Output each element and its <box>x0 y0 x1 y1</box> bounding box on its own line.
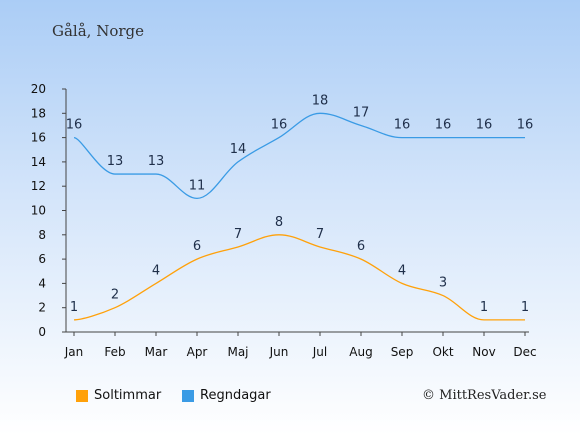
x-tick-label: Sep <box>391 345 414 359</box>
data-label-soltimmar: 4 <box>152 263 160 278</box>
x-tick-label: Okt <box>432 345 453 359</box>
data-label-soltimmar: 7 <box>316 227 324 242</box>
y-tick-label: 20 <box>31 82 46 96</box>
y-tick-label: 18 <box>31 106 46 120</box>
data-label-regndagar: 16 <box>66 118 83 133</box>
y-tick-label: 16 <box>31 131 46 145</box>
location-title: Gålå, Norge <box>52 22 145 40</box>
y-tick-label: 8 <box>38 228 46 242</box>
y-tick-label: 14 <box>31 155 46 169</box>
data-label-soltimmar: 6 <box>193 239 201 254</box>
data-label-regndagar: 14 <box>230 142 247 157</box>
chart-series <box>73 112 525 321</box>
data-label-regndagar: 17 <box>353 105 370 120</box>
y-tick-label: 10 <box>31 204 46 218</box>
y-tick-label: 12 <box>31 179 46 193</box>
data-label-regndagar: 13 <box>148 154 165 169</box>
data-label-regndagar: 18 <box>312 93 329 108</box>
legend-label-regndagar: Regndagar <box>200 388 271 403</box>
x-tick-label: Aug <box>349 345 372 359</box>
y-tick-label: 0 <box>38 325 46 339</box>
data-label-soltimmar: 3 <box>439 276 447 291</box>
data-label-regndagar: 16 <box>517 118 534 133</box>
x-tick-label: Jul <box>312 345 327 359</box>
data-label-soltimmar: 2 <box>111 288 119 303</box>
data-label-regndagar: 11 <box>189 178 206 193</box>
data-label-regndagar: 16 <box>394 118 411 133</box>
legend-item-soltimmar: Soltimmar <box>76 388 161 403</box>
legend-swatch-soltimmar <box>76 389 88 402</box>
data-label-soltimmar: 8 <box>275 215 283 230</box>
x-tick-label: Feb <box>104 345 125 359</box>
data-label-soltimmar: 1 <box>521 300 529 315</box>
x-tick-label: Apr <box>187 345 208 359</box>
data-label-regndagar: 13 <box>107 154 124 169</box>
x-tick-label: Jan <box>64 345 84 359</box>
data-label-soltimmar: 4 <box>398 263 406 278</box>
y-tick-label: 2 <box>38 301 46 315</box>
legend-swatch-regndagar <box>182 389 194 402</box>
data-label-regndagar: 16 <box>271 118 288 133</box>
data-label-regndagar: 16 <box>476 118 493 133</box>
y-tick-label: 6 <box>38 252 46 266</box>
data-label-soltimmar: 6 <box>357 239 365 254</box>
x-tick-label: Dec <box>513 345 536 359</box>
legend-label-soltimmar: Soltimmar <box>94 388 162 403</box>
x-tick-label: Maj <box>227 345 248 359</box>
data-label-soltimmar: 7 <box>234 227 242 242</box>
data-label-regndagar: 16 <box>435 118 452 133</box>
series-line-soltimmar <box>73 234 525 321</box>
credit-link[interactable]: © MittResVader.se <box>422 388 547 403</box>
data-label-soltimmar: 1 <box>70 300 78 315</box>
x-tick-label: Jun <box>269 345 289 359</box>
legend-item-regndagar: Regndagar <box>182 388 271 403</box>
series-line-regndagar <box>73 112 525 200</box>
x-tick-label: Mar <box>145 345 168 359</box>
y-tick-label: 4 <box>38 276 46 290</box>
x-tick-label: Nov <box>472 345 495 359</box>
data-label-soltimmar: 1 <box>480 300 488 315</box>
